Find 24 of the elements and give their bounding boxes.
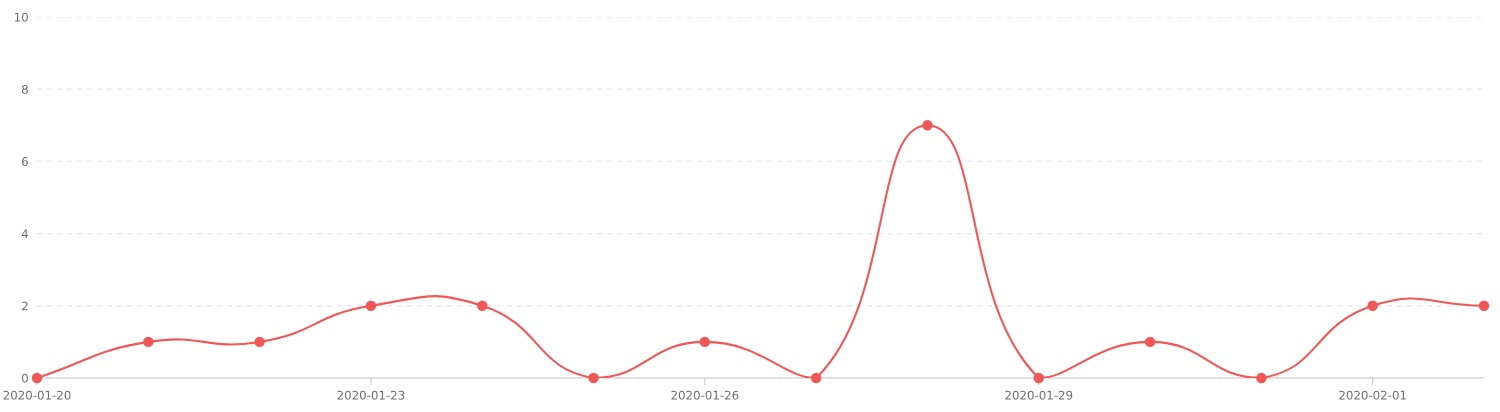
y-tick-label: 8	[21, 84, 28, 94]
y-tick-label: 6	[21, 157, 28, 167]
y-tick-label: 10	[14, 12, 28, 22]
y-tick-label: 2	[22, 301, 28, 311]
x-tick-label: 2020-01-26	[671, 390, 739, 400]
point	[1256, 372, 1267, 384]
x-tick-label: 2020-01-20	[3, 390, 71, 400]
point	[254, 336, 265, 348]
point	[477, 300, 488, 312]
x-tick-label: 2020-01-29	[1005, 390, 1073, 400]
point	[922, 120, 933, 131]
point	[810, 372, 822, 384]
point	[588, 372, 599, 384]
x-tick-label: 2020-01-23	[337, 390, 405, 400]
point	[143, 336, 154, 348]
point	[1144, 336, 1156, 348]
point	[1478, 300, 1490, 312]
y-tick-label: 4	[21, 229, 28, 239]
y-tick-label: 0	[21, 373, 28, 383]
x-tick-label: 2020-02-01	[1339, 390, 1406, 400]
point	[699, 336, 711, 348]
point	[1033, 372, 1044, 384]
point	[365, 300, 377, 312]
point	[1367, 300, 1378, 312]
